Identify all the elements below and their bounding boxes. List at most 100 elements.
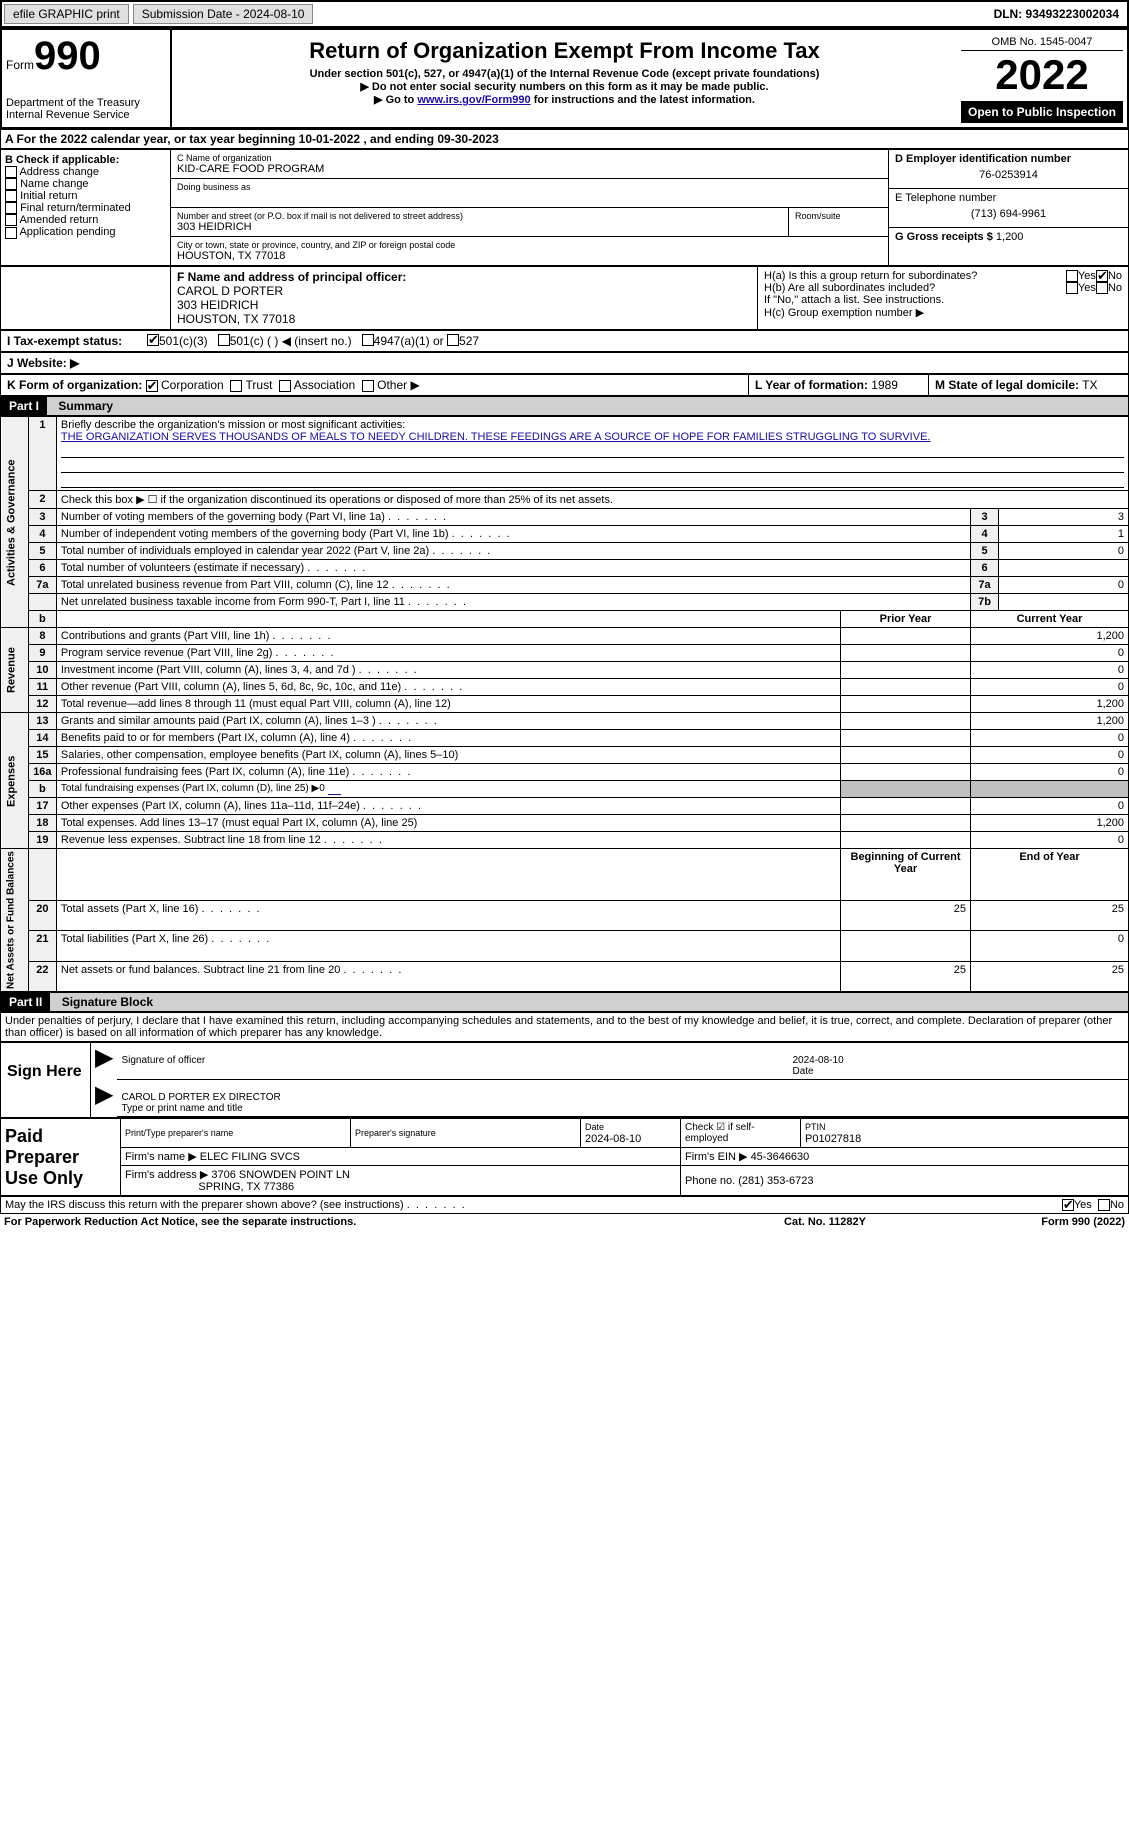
i-label: I Tax-exempt status: — [7, 334, 147, 348]
e15t: Salaries, other compensation, employee b… — [56, 747, 840, 764]
l7bt: Net unrelated business taxable income fr… — [56, 594, 970, 611]
hb-yes: Yes — [1078, 282, 1096, 294]
e18py — [841, 815, 971, 832]
l4n: 4 — [28, 526, 56, 543]
vert-activities: Activities & Governance — [1, 417, 29, 628]
ha-no-check[interactable] — [1096, 270, 1108, 282]
officer-addr1: 303 HEIDRICH — [177, 298, 258, 312]
check-501c[interactable] — [218, 334, 230, 346]
opt-501c: 501(c) ( ) ◀ (insert no.) — [230, 334, 352, 348]
hb-yes-check[interactable] — [1066, 282, 1078, 294]
form-number: 990 — [34, 34, 101, 79]
check-corp[interactable] — [146, 380, 158, 392]
ha-no: No — [1108, 270, 1122, 282]
check-527[interactable] — [447, 334, 459, 346]
officer-print-name: CAROL D PORTER EX DIRECTOR — [121, 1092, 280, 1103]
discuss-yes-check[interactable] — [1062, 1199, 1074, 1211]
part2-header-row: Part II Signature Block — [0, 992, 1129, 1012]
pt-name-label: Print/Type preparer's name — [125, 1128, 233, 1138]
n22t: Net assets or fund balances. Subtract li… — [56, 961, 840, 991]
l5n: 5 — [28, 543, 56, 560]
check-assoc[interactable] — [279, 380, 291, 392]
r9n: 9 — [28, 645, 56, 662]
irs-link[interactable]: www.irs.gov/Form990 — [417, 94, 530, 106]
instruction-suffix: for instructions and the latest informat… — [531, 94, 755, 106]
omb-number: OMB No. 1545-0047 — [961, 34, 1123, 51]
end-year-hdr: End of Year — [971, 849, 1129, 901]
row-a-period: A For the 2022 calendar year, or tax yea… — [0, 129, 1129, 149]
opt-other: Other ▶ — [377, 378, 420, 392]
dln-label: DLN: 93493223002034 — [986, 5, 1127, 23]
r10py — [841, 662, 971, 679]
pt-date: 2024-08-10 — [585, 1133, 641, 1145]
l3n: 3 — [28, 509, 56, 526]
street-address: 303 HEIDRICH — [177, 221, 782, 233]
discuss-yes: Yes — [1074, 1199, 1092, 1211]
sig-arrow-1: ▶ — [91, 1043, 117, 1080]
part1-label: Part I — [1, 397, 47, 415]
n22by: 25 — [841, 961, 971, 991]
form-header: Form 990 Department of the Treasury Inte… — [0, 28, 1129, 129]
n22ey: 25 — [971, 961, 1129, 991]
vert-revenue: Revenue — [1, 628, 29, 713]
opt-amended-return: Amended return — [19, 214, 98, 226]
telephone: (713) 694-9961 — [895, 204, 1122, 224]
ha-yes-check[interactable] — [1066, 270, 1078, 282]
discuss-no-check[interactable] — [1098, 1199, 1110, 1211]
firm-addr2: SPRING, TX 77386 — [198, 1181, 294, 1193]
hb-label: H(b) Are all subordinates included? — [764, 282, 1066, 294]
penalty-statement: Under penalties of perjury, I declare th… — [0, 1012, 1129, 1042]
b-label: B Check if applicable: — [5, 154, 166, 166]
l6t: Total number of volunteers (estimate if … — [56, 560, 970, 577]
dept-irs: Internal Revenue Service — [6, 109, 166, 121]
check-other[interactable] — [362, 380, 374, 392]
n21ey: 0 — [971, 931, 1129, 961]
year-formation: 1989 — [871, 378, 898, 392]
check-4947[interactable] — [362, 334, 374, 346]
check-application-pending[interactable] — [5, 227, 17, 239]
check-address-change[interactable] — [5, 166, 17, 178]
n22n: 22 — [28, 961, 56, 991]
part2-label: Part II — [1, 993, 50, 1011]
part1-title: Summary — [50, 399, 113, 413]
top-bar: efile GRAPHIC print Submission Date - 20… — [0, 0, 1129, 28]
check-trust[interactable] — [230, 380, 242, 392]
r12py — [841, 696, 971, 713]
check-amended-return[interactable] — [5, 214, 17, 226]
e16at: Professional fundraising fees (Part IX, … — [56, 764, 840, 781]
r12t: Total revenue—add lines 8 through 11 (mu… — [56, 696, 840, 713]
f-h-row: F Name and address of principal officer:… — [0, 266, 1129, 330]
check-501c3[interactable] — [147, 334, 159, 346]
l6v — [999, 560, 1129, 577]
e17t: Other expenses (Part IX, column (A), lin… — [56, 798, 840, 815]
pt-check-label: Check ☑ if self-employed — [681, 1119, 801, 1148]
m-label: M State of legal domicile: — [935, 378, 1079, 392]
r11cy: 0 — [971, 679, 1129, 696]
r9t: Program service revenue (Part VIII, line… — [56, 645, 840, 662]
pt-date-label: Date — [585, 1122, 604, 1132]
officer-name: CAROL D PORTER — [177, 284, 283, 298]
e16bpy — [841, 781, 971, 798]
vert-expenses: Expenses — [1, 713, 29, 849]
check-initial-return[interactable] — [5, 190, 17, 202]
firm-ein-label: Firm's EIN ▶ — [685, 1151, 748, 1163]
r8cy: 1,200 — [971, 628, 1129, 645]
e13t: Grants and similar amounts paid (Part IX… — [56, 713, 840, 730]
check-final-return[interactable] — [5, 202, 17, 214]
l3v: 3 — [999, 509, 1129, 526]
row-j: J Website: ▶ — [0, 352, 1129, 374]
efile-print-button[interactable]: efile GRAPHIC print — [4, 4, 129, 24]
sig-date: 2024-08-10 — [792, 1055, 843, 1066]
f-label: F Name and address of principal officer: — [177, 270, 406, 284]
hb-no-check[interactable] — [1096, 282, 1108, 294]
e18t: Total expenses. Add lines 13–17 (must eq… — [56, 815, 840, 832]
e14cy: 0 — [971, 730, 1129, 747]
receipts-label: G Gross receipts $ — [895, 231, 993, 243]
check-name-change[interactable] — [5, 178, 17, 190]
firm-name: ELEC FILING SVCS — [200, 1151, 300, 1163]
e16an: 16a — [28, 764, 56, 781]
submission-date-button[interactable]: Submission Date - 2024-08-10 — [133, 4, 314, 24]
type-name-label: Type or print name and title — [121, 1103, 242, 1114]
l7bv — [999, 594, 1129, 611]
c-label: C Name of organization — [177, 153, 882, 163]
